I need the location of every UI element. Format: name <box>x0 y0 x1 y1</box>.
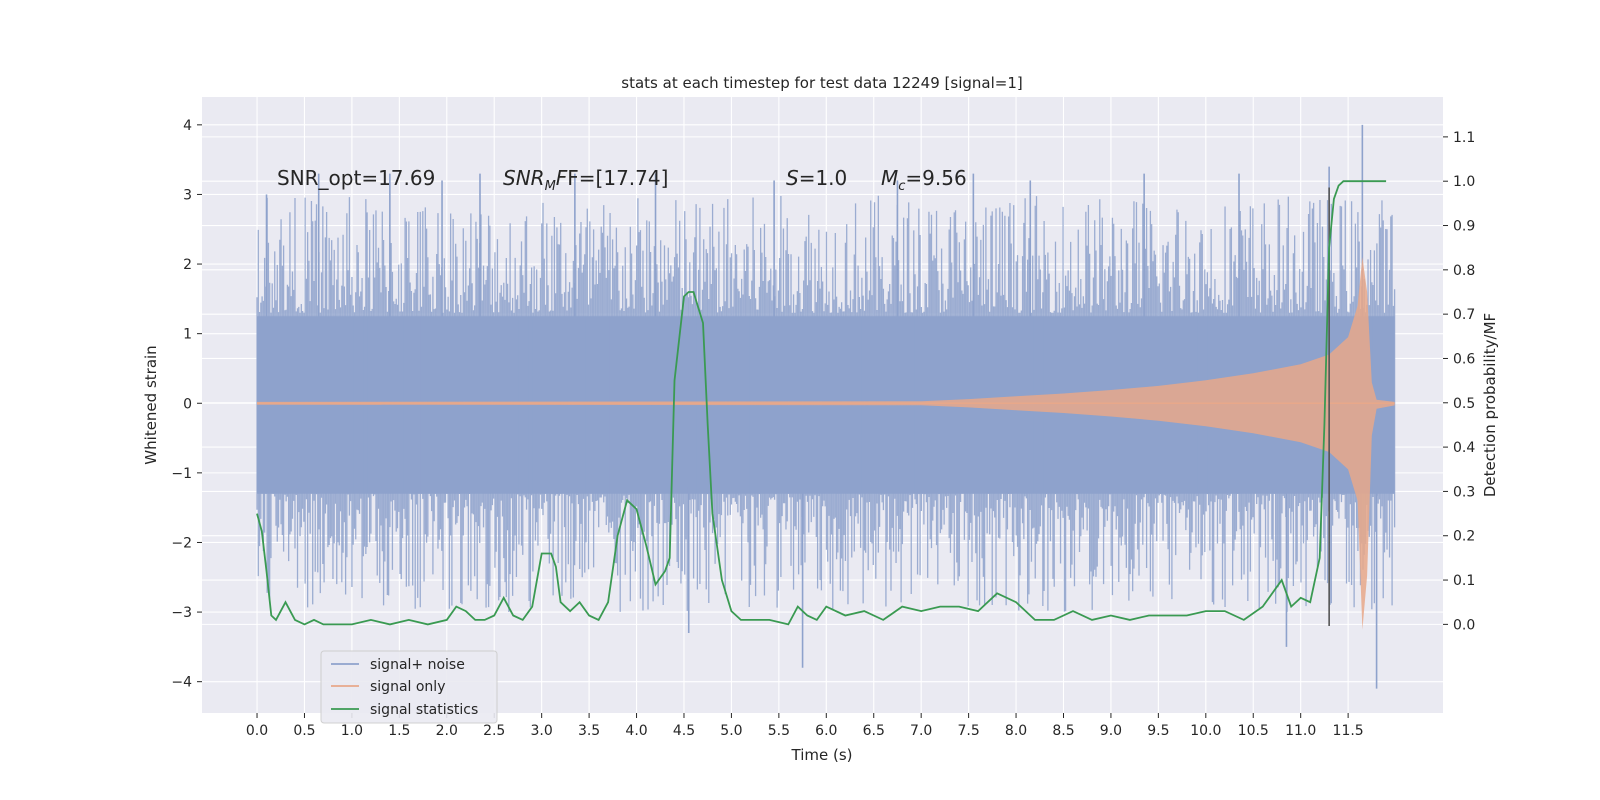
x-tick-label: 3.0 <box>531 723 553 739</box>
y-tick-label: −1 <box>171 466 192 482</box>
x-tick-label: 0.0 <box>246 723 268 739</box>
x-tick-label: 7.5 <box>957 723 979 739</box>
y2-tick-label: 0.1 <box>1453 573 1475 589</box>
s-annotation: S=1.0 <box>786 166 847 190</box>
y-tick-label: −2 <box>171 535 192 551</box>
s-value: =1.0 <box>799 166 848 190</box>
x-axis-label: Time (s) <box>791 746 853 764</box>
mc-annotation: Mc=9.56 <box>881 166 967 194</box>
y-tick-label: −4 <box>171 675 192 691</box>
x-tick-label: 6.0 <box>815 723 837 739</box>
x-tick-label: 5.5 <box>768 723 790 739</box>
y-tick-label: 1 <box>183 327 192 343</box>
legend-box <box>320 650 498 724</box>
y2-tick-label: 0.5 <box>1453 396 1475 412</box>
y-axis-label: Whitened strain <box>142 345 160 464</box>
mc-subscript: c <box>898 179 905 194</box>
x-tick-label: 9.5 <box>1147 723 1169 739</box>
signal-statistics-series <box>256 180 1387 626</box>
y-tick-label: 3 <box>183 187 192 203</box>
s-variable: S <box>786 166 799 190</box>
x-tick-label: 0.5 <box>293 723 315 739</box>
y-tick-label: 2 <box>183 257 192 273</box>
y2-tick-label: 1.0 <box>1453 174 1475 190</box>
x-tick-label: 10.5 <box>1238 723 1269 739</box>
y2-tick-label: 0.2 <box>1453 529 1475 545</box>
x-tick-label: 6.5 <box>863 723 885 739</box>
signal-statistics-line <box>256 180 1387 626</box>
y2-tick-label: 1.1 <box>1453 130 1475 146</box>
x-tick-label: 11.0 <box>1285 723 1316 739</box>
mc-value: =9.56 <box>905 166 966 190</box>
snr-opt-annotation: SNR_opt=17.69 <box>277 166 435 190</box>
x-tick-label: 8.5 <box>1052 723 1074 739</box>
x-tick-label: 7.0 <box>910 723 932 739</box>
y2-tick-label: 0.4 <box>1453 440 1475 456</box>
snr-mf-prefix: SNR <box>503 166 545 190</box>
y2-tick-label: 0.3 <box>1453 484 1475 500</box>
snr-mf-suffix-f: F <box>556 166 568 190</box>
legend-label-signal-noise: signal+ noise <box>370 657 465 673</box>
y-axis-label-right: Detection probability/MF <box>1481 313 1499 497</box>
legend: signal+ noise signal only signal statist… <box>320 650 498 724</box>
y-tick-label: 0 <box>183 396 192 412</box>
y2-tick-label: 0.7 <box>1453 307 1475 323</box>
x-tick-label: 1.0 <box>341 723 363 739</box>
x-tick-label: 10.0 <box>1190 723 1221 739</box>
y2-tick-label: 0.8 <box>1453 263 1475 279</box>
y-tick-label: 4 <box>183 118 192 134</box>
x-tick-label: 1.5 <box>388 723 410 739</box>
y2-tick-label: 0.0 <box>1453 617 1475 633</box>
x-tick-label: 5.0 <box>720 723 742 739</box>
y2-tick-label: 0.9 <box>1453 219 1475 235</box>
x-tick-label: 2.0 <box>436 723 458 739</box>
chart-title: stats at each timestep for test data 122… <box>621 74 1022 92</box>
legend-label-signal-statistics: signal statistics <box>370 702 478 718</box>
x-tick-label: 4.5 <box>673 723 695 739</box>
x-tick-label: 3.5 <box>578 723 600 739</box>
snr-mf-value: F=[17.74] <box>567 166 668 190</box>
y-tick-label: −3 <box>171 605 192 621</box>
x-tick-label: 2.5 <box>483 723 505 739</box>
x-tick-label: 8.0 <box>1005 723 1027 739</box>
x-tick-label: 4.0 <box>625 723 647 739</box>
mc-variable: M <box>881 166 898 190</box>
y-axis-ticks-right: 0.0 0.1 0.2 0.3 0.4 0.5 0.6 0.7 0.8 0.9 1.0 1.1 <box>1443 130 1475 633</box>
legend-label-signal-only: signal only <box>370 679 445 695</box>
x-tick-label: 9.0 <box>1100 723 1122 739</box>
x-tick-label: 11.5 <box>1333 723 1364 739</box>
x-axis-ticks: 0.0 0.5 1.0 1.5 2.0 2.5 3.0 3.5 4.0 4.5 5.0 5.5 6.0 6… <box>246 713 1364 739</box>
signal-only-series <box>257 257 1395 630</box>
y-axis-ticks-left: −4 −3 −2 −1 0 1 2 3 4 <box>171 118 202 691</box>
snr-mf-annotation: SNRMFF=[17.74] <box>503 166 668 194</box>
y2-tick-label: 0.6 <box>1453 351 1475 367</box>
snr-mf-subscript: M <box>545 179 556 194</box>
